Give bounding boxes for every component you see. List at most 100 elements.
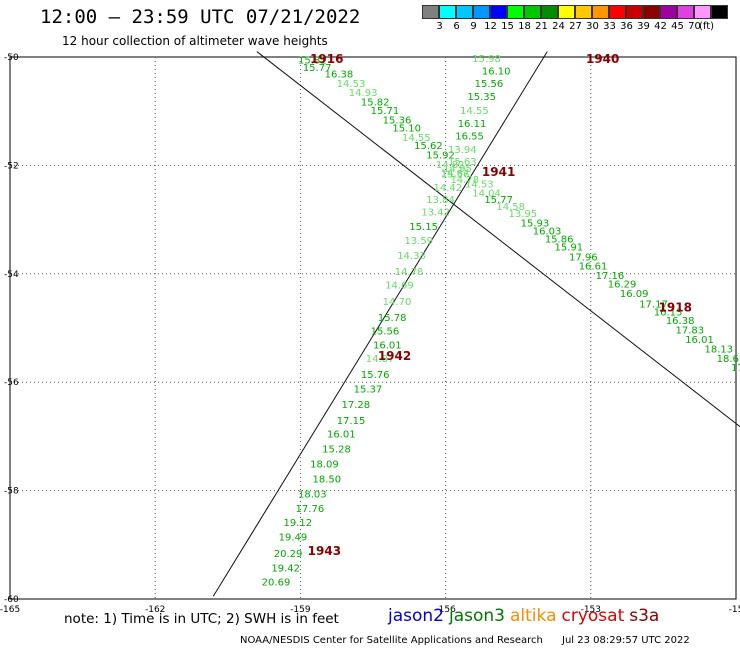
wave-height-label: 16.01 (373, 340, 402, 351)
wave-height-label: 17.16 (596, 271, 625, 282)
wave-height-label: 19.49 (279, 533, 308, 544)
wave-height-label: 15.56 (475, 79, 504, 90)
time-label: 1940 (586, 52, 619, 66)
wave-height-label: 15.77 (303, 63, 332, 74)
wave-height-label: 13.95 (509, 209, 538, 220)
color-scale-label: 6 (453, 21, 460, 32)
wave-height-label: 15.10 (392, 123, 421, 134)
wave-height-label: 17.76 (296, 504, 325, 515)
wave-height-label: 15.62 (414, 141, 443, 152)
satellite-legend: jason2 jason3 altika cryosat s3a (388, 606, 664, 626)
y-tick-label: -56 (4, 378, 19, 388)
wave-height-label: 20.29 (274, 549, 303, 560)
color-scale-swatch (473, 5, 490, 19)
wave-height-label: 14.33 (397, 251, 426, 262)
wave-height-label: 15.15 (409, 222, 438, 233)
wave-height-label: 15.92 (426, 151, 455, 162)
generated-timestamp: Jul 23 08:29:57 UTC 2022 (562, 635, 690, 646)
wave-height-label: 15.98 (472, 54, 501, 65)
color-scale-swatch (694, 5, 711, 19)
x-tick-label: -156 (435, 605, 456, 615)
wave-height-label: 16.38 (666, 316, 695, 327)
wave-height-label: 16.38 (325, 69, 354, 80)
wave-height-label: 15.56 (441, 170, 470, 181)
wave-height-label: 14.95 (443, 164, 472, 175)
legend-jason2: jason2 (388, 606, 444, 626)
chart-subtitle: 12 hour collection of altimeter wave hei… (62, 34, 328, 48)
plot-frame (9, 56, 737, 600)
color-scale-label: 45 (671, 21, 684, 32)
y-tick-label: -58 (4, 487, 19, 497)
color-scale-swatch (626, 5, 643, 19)
wave-height-label: 17.28 (342, 400, 371, 411)
wave-height-label: 15.71 (371, 106, 400, 117)
color-scale-label: 18 (518, 21, 531, 32)
color-scale-label: 36 (620, 21, 633, 32)
wave-height-label: 16.11 (458, 119, 487, 130)
wave-height-label: 16.01 (685, 335, 714, 346)
chart-title: 12:00 – 23:59 UTC 07/21/2022 (40, 6, 361, 28)
wave-height-label: 14.87 (366, 354, 395, 365)
x-tick-label: -165 (0, 605, 20, 615)
color-scale-label: 70 (688, 21, 701, 32)
color-scale-swatch (422, 5, 439, 19)
wave-height-label: 16.13 (654, 308, 683, 319)
wave-height-label: 15.78 (378, 313, 407, 324)
x-tick-label: -153 (581, 605, 601, 615)
color-scale-swatch (456, 5, 473, 19)
wave-height-label: 17.15 (337, 416, 366, 427)
color-scale-swatch (507, 5, 524, 19)
wave-height-label: 15.36 (383, 115, 412, 126)
units-note: note: 1) Time is in UTC; 2) SWH is in fe… (64, 611, 339, 627)
credit-line: NOAA/NESDIS Center for Satellite Applica… (240, 635, 543, 646)
color-scale-swatch (660, 5, 677, 19)
wave-height-label: 14.53 (337, 79, 366, 90)
legend-altika: altika (510, 606, 557, 626)
color-scale-swatch (677, 5, 694, 19)
color-scale-label: 3 (436, 21, 443, 32)
wave-height-label: 18.61 (717, 354, 740, 365)
wave-height-label: 15.91 (555, 243, 584, 254)
wave-height-label: 19.42 (271, 564, 300, 575)
color-scale-label: 9 (470, 21, 477, 32)
color-scale-swatch (558, 5, 575, 19)
color-scale-label: 30 (586, 21, 599, 32)
color-scale-swatch (524, 5, 541, 19)
y-tick-label: -50 (4, 53, 19, 63)
legend-s3a: s3a (629, 606, 660, 626)
wave-height-label: 15.77 (484, 195, 513, 206)
color-scale-swatch (575, 5, 592, 19)
wave-height-label: 16.03 (533, 226, 562, 237)
wave-height-label: 15.37 (354, 385, 383, 396)
wave-height-label: 15.81 (298, 56, 327, 67)
wave-height-label: 14.69 (385, 281, 414, 292)
wave-height-label: 17.30 (731, 363, 740, 374)
satellite-track (256, 51, 740, 428)
color-scale-swatch (592, 5, 609, 19)
color-scale-swatch (711, 5, 728, 19)
wave-height-label: 14.82 (436, 160, 465, 171)
legend-cryosat: cryosat (561, 606, 625, 626)
time-label: 1918 (659, 300, 692, 314)
color-scale-swatch (439, 5, 456, 19)
wave-height-label: 15.82 (361, 97, 390, 108)
time-label: 1942 (378, 349, 411, 363)
y-tick-label: -52 (4, 161, 19, 171)
color-scale-label: 39 (637, 21, 650, 32)
wave-height-label: 14.58 (496, 202, 525, 213)
wave-height-label: 14.04 (472, 189, 501, 200)
wave-height-label: 15.86 (545, 235, 574, 246)
color-scale-swatch (609, 5, 626, 19)
time-label: 1943 (308, 544, 341, 558)
x-tick-label: -162 (145, 605, 165, 615)
wave-height-label: 16.55 (455, 132, 484, 143)
wave-height-label: 13.94 (448, 145, 477, 156)
time-label: 1916 (310, 52, 343, 66)
color-scale-label: 21 (535, 21, 548, 32)
wave-height-label: 18.13 (705, 345, 734, 356)
y-tick-label: -60 (4, 595, 19, 605)
wave-height-label: 18.50 (313, 475, 342, 486)
color-scale-swatch (490, 5, 507, 19)
color-scale-label: 42 (654, 21, 667, 32)
